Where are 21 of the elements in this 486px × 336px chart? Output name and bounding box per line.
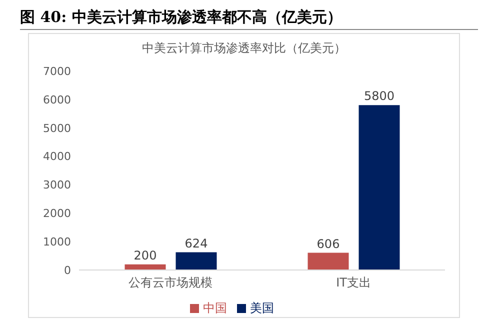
bar bbox=[358, 105, 400, 270]
y-tick-label: 0 bbox=[64, 264, 71, 277]
y-tick-label: 6000 bbox=[43, 93, 71, 106]
data-label: 606 bbox=[316, 236, 340, 251]
y-tick-label: 1000 bbox=[43, 235, 71, 248]
bar bbox=[176, 252, 217, 270]
legend-label: 中国 bbox=[203, 301, 227, 315]
data-label: 5800 bbox=[364, 89, 395, 104]
y-tick-label: 2000 bbox=[43, 207, 71, 220]
x-tick-label: IT支出 bbox=[336, 276, 371, 290]
chart-title: 图 40: 中美云计算市场渗透率都不高（亿美元） bbox=[20, 8, 478, 30]
bar bbox=[308, 252, 349, 270]
data-label: 624 bbox=[184, 236, 208, 250]
y-tick-label: 4000 bbox=[43, 150, 71, 164]
x-tick-label: 公有云市场规模 bbox=[128, 276, 212, 290]
y-tick-label: 7000 bbox=[43, 64, 71, 78]
y-tick-label: 3000 bbox=[43, 178, 71, 192]
legend-label: 美国 bbox=[250, 301, 274, 315]
chart-subtitle: 中美云计算市场渗透率对比（亿美元） bbox=[141, 40, 347, 57]
y-tick-label: 5000 bbox=[43, 122, 71, 135]
data-label: 200 bbox=[134, 248, 157, 262]
